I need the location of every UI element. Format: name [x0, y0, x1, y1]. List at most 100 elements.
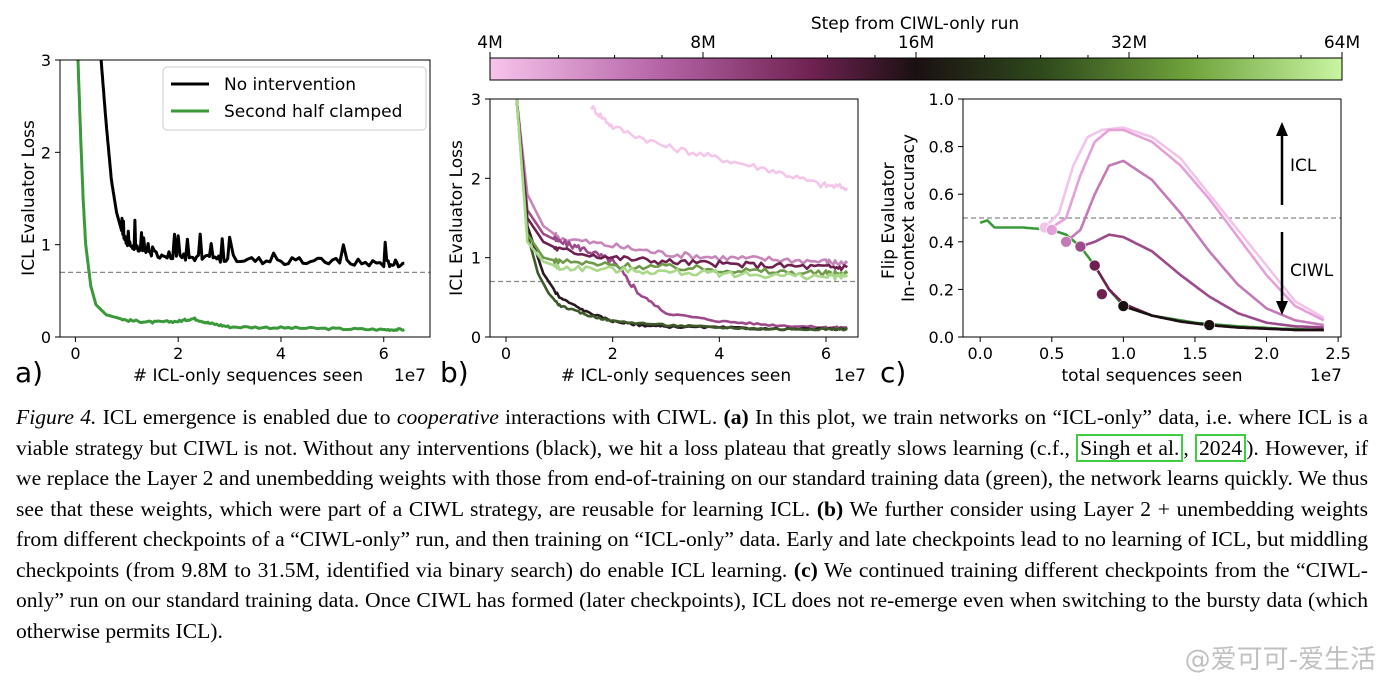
caption-c-label: (c): [793, 557, 818, 582]
series-line: [515, 99, 848, 332]
watermark: @爱可可-爱生活: [1184, 645, 1376, 675]
series-line: [979, 219, 1324, 332]
x-tick-label: 6: [821, 344, 831, 363]
colorbar-tick-label: 4M: [477, 33, 502, 53]
colorbar-ticks: 4M 8M 16M 32M 64M: [477, 33, 1360, 58]
series-line: [1043, 126, 1325, 320]
x-tick-label: 1.5: [1182, 344, 1207, 363]
panel-a-label: a): [15, 356, 43, 389]
series-line: [515, 99, 849, 282]
x-tick-label: 0.5: [1039, 344, 1064, 363]
figure-caption: Figure 4. ICL emergence is enabled due t…: [16, 405, 1369, 643]
panel-b-xlabel: # ICL-only sequences seen: [561, 366, 791, 386]
panel-c-exponent: 1e7: [1310, 366, 1342, 386]
panel-a-lines: [60, 60, 430, 333]
y-tick-label: 0.0: [929, 328, 954, 347]
panel-a-legend: No intervention Second half clamped: [162, 66, 427, 131]
x-tick-label: 4: [276, 344, 286, 363]
checkpoint-marker: [1088, 259, 1101, 272]
series-line: [1065, 159, 1324, 327]
panel-c-label: c): [880, 356, 906, 389]
legend-no-intervention: No intervention: [224, 75, 356, 95]
panel-a: 0 2 4 6 0 1 2 3 No intervention Second half cla…: [15, 51, 431, 389]
series-line: [1079, 233, 1324, 329]
caption-a-label: (a): [723, 405, 749, 429]
x-tick-label: 0: [501, 344, 511, 363]
panel-b-ylabel: ICL Evaluator Loss: [447, 140, 467, 296]
colorbar-tick-label: 8M: [690, 33, 715, 53]
panel-b-axes: 0 2 4 6 0 1 2 3: [471, 90, 831, 363]
caption-text-3: In this plot, we train networks on “ICL-…: [16, 405, 1368, 460]
x-tick-label: 2: [173, 344, 183, 363]
checkpoint-marker: [1074, 240, 1087, 253]
x-tick-label: 0: [70, 344, 80, 363]
x-tick-label: 0.0: [967, 344, 992, 363]
y-tick-label: 0.2: [929, 280, 954, 299]
checkpoint-marker: [1045, 224, 1058, 236]
checkpoint-marker: [1203, 319, 1216, 331]
panel-a-ylabel: ICL Evaluator Loss: [19, 120, 39, 276]
checkpoint-marker: [1060, 236, 1072, 248]
ciwl-annotation-text: CIWL: [1290, 261, 1334, 281]
panel-c-lines: [963, 126, 1341, 332]
caption-text-italic: cooperative: [396, 405, 499, 429]
series-line: [515, 99, 849, 272]
caption-text-5: We further consider using Layer 2 + unem…: [16, 496, 1368, 582]
series-line: [76, 60, 405, 333]
panel-a-xlabel: # ICL-only sequences seen: [133, 366, 363, 386]
colorbar-gradient: [489, 57, 1343, 81]
y-tick-label: 3: [471, 90, 481, 109]
panel-b-lines: [490, 99, 858, 332]
panel-b: 0 2 4 6 0 1 2 3 ICL Evaluator Loss # ICL-only s…: [440, 90, 866, 389]
citation-author-link[interactable]: Singh et al.: [1076, 433, 1184, 462]
series-line: [590, 104, 849, 192]
caption-fig-label: Figure 4.: [16, 405, 97, 429]
caption-text-4: ). However, if we replace the Layer 2 an…: [16, 435, 1369, 521]
y-tick-label: 0.6: [929, 185, 954, 204]
caption-text-2: interactions with CIWL.: [498, 405, 724, 429]
y-tick-label: 1: [471, 249, 481, 268]
y-tick-label: 3: [41, 51, 51, 70]
x-tick-label: 2.0: [1254, 344, 1279, 363]
panel-c-ylabel: Flip Evaluator In-context accuracy: [879, 134, 919, 302]
series-line: [515, 99, 849, 266]
y-tick-label: 0: [41, 328, 51, 347]
panel-a-axes: 0 2 4 6 0 1 2 3: [41, 51, 389, 363]
y-tick-label: 0.8: [929, 138, 954, 157]
y-tick-label: 2: [471, 169, 481, 188]
x-tick-label: 2.5: [1325, 344, 1350, 363]
x-tick-label: 4: [714, 344, 724, 363]
y-tick-label: 1.0: [929, 90, 954, 109]
figure: Step from CIWL-only run 4M 8M 16M 32M 64M 0 2…: [15, 14, 1360, 389]
panel-c-axes: 0.0 0.5 1.0 1.5 2.0 2.5 0.0 0.2 0.4 0.6 0.8 1.0: [929, 90, 1351, 363]
legend-second-half-clamped: Second half clamped: [224, 102, 402, 122]
checkpoint-marker: [1096, 288, 1108, 300]
colorbar: Step from CIWL-only run 4M 8M 16M 32M 64M: [477, 14, 1360, 81]
panel-b-exponent: 1e7: [834, 366, 866, 386]
y-tick-label: 1: [41, 236, 51, 255]
colorbar-title: Step from CIWL-only run: [811, 14, 1019, 34]
y-tick-label: 0: [471, 328, 481, 347]
x-tick-label: 1.0: [1111, 344, 1136, 363]
caption-b-label: (b): [816, 496, 844, 521]
series-line: [1051, 128, 1325, 322]
panel-c-ylabel-line1: Flip Evaluator: [879, 162, 899, 279]
series-line: [515, 99, 848, 332]
checkpoint-marker: [1117, 300, 1130, 312]
caption-text-1: ICL emergence is enabled due to: [96, 405, 397, 429]
x-tick-label: 6: [379, 344, 389, 363]
panel-c-xlabel: total sequences seen: [1061, 366, 1242, 386]
panel-c-ylabel-line2: In-context accuracy: [899, 134, 919, 302]
panel-b-label: b): [440, 356, 469, 389]
x-tick-label: 2: [608, 344, 618, 363]
series-line: [1123, 304, 1324, 332]
caption-text-6: We continued training different checkpoi…: [16, 557, 1368, 643]
y-tick-label: 2: [41, 143, 51, 162]
series-line: [99, 60, 405, 269]
colorbar-tick-label: 16M: [898, 33, 934, 53]
y-tick-label: 0.4: [929, 233, 954, 252]
colorbar-tick-label: 64M: [1324, 33, 1360, 53]
panel-a-exponent: 1e7: [394, 366, 426, 386]
citation-year-link[interactable]: 2024: [1195, 433, 1247, 462]
panel-c: 0.0 0.5 1.0 1.5 2.0 2.5 0.0 0.2 0.4 0.6 0.8 1.0 Fli…: [879, 90, 1351, 389]
